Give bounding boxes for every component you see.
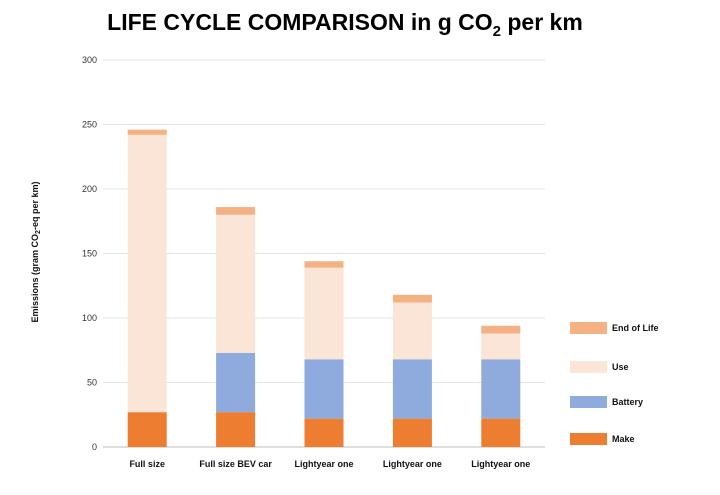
bar-segment-make [481,418,521,447]
bar-segment-use [304,267,344,360]
y-axis-label-subscript: 2 [35,230,42,234]
bar-segment-make [304,418,344,447]
y-axis-label: Emissions (gram CO2-eq per km) [30,182,42,323]
bar-segment-end-of-life [216,207,256,215]
y-tick-label: 200 [82,184,97,194]
x-tick-label: Lightyear one [383,459,442,469]
bar-segment-end-of-life [127,129,167,135]
y-tick-label: 50 [87,378,97,388]
y-axis: 0 50 100 150 200 250 300 [82,55,97,452]
y-tick-label: 250 [82,120,97,130]
y-tick-label: 0 [92,442,97,452]
x-tick-label: Full size BEV car [199,459,272,469]
legend-label: End of Life [612,323,659,333]
bar-segment-battery [481,359,521,419]
y-axis-label-main: Emissions (gram CO [30,234,40,323]
chart-title: LIFE CYCLE COMPARISON in g CO2 per km [107,9,583,40]
chart-title-main: LIFE CYCLE COMPARISON in g CO [107,9,492,35]
x-tick-label: Lightyear one [294,459,353,469]
x-tick-label: Full size [129,459,165,469]
chart-title-suffix: per km [501,9,583,35]
legend-label: Battery [612,397,643,407]
y-axis-label-suffix: -eq per km) [30,182,40,231]
x-tick-label: Lightyear one [471,459,530,469]
legend-swatch [570,396,607,408]
y-tick-label: 150 [82,249,97,259]
bar-segment-use [127,134,167,413]
bar-segment-battery [216,352,256,413]
y-tick-label: 100 [82,313,97,323]
bar-segment-make [127,412,167,447]
bar-segment-use [481,333,521,360]
legend-swatch [570,322,607,334]
legend: End of Life Use Battery Make [570,322,659,445]
bar-segment-end-of-life [304,261,344,268]
bar-segment-make [216,412,256,447]
bar-segment-end-of-life [481,325,521,334]
bar-segment-use [216,214,256,353]
legend-swatch [570,433,607,445]
y-tick-label: 300 [82,55,97,65]
bar-segment-battery [304,359,344,419]
chart-title-subscript: 2 [493,23,501,40]
legend-swatch [570,361,607,373]
bar-segment-battery [392,359,432,419]
bar-segment-use [392,302,432,360]
bars [127,129,521,447]
legend-label: Use [612,362,629,372]
bar-segment-make [392,418,432,447]
x-axis-labels: Full size Full size BEV car Lightyear one L… [129,459,530,469]
legend-label: Make [612,434,635,444]
bar-segment-end-of-life [392,294,432,303]
